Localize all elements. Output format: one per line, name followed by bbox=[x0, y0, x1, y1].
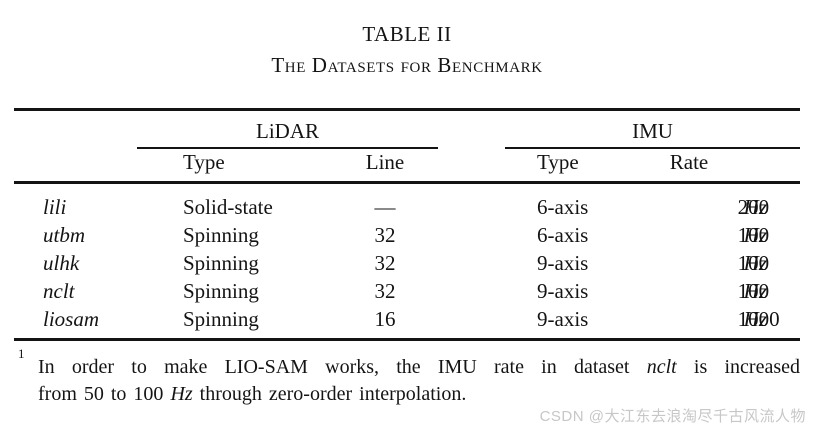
imu-rate-value: 200 bbox=[737, 195, 770, 219]
footnote-dataset-name: nclt bbox=[646, 356, 677, 378]
dataset-name: utbm bbox=[43, 223, 85, 247]
imu-rate-cell: 1000 Hz bbox=[624, 305, 780, 333]
group-header-lidar: LiDAR bbox=[256, 119, 319, 143]
imu-rate-value: 100 bbox=[737, 251, 770, 275]
dataset-name: nclt bbox=[43, 279, 75, 303]
footnote-text: is increased bbox=[676, 356, 800, 378]
imu-rate-unit: Hz bbox=[743, 279, 767, 303]
footnote-text: through zero-order interpolation. bbox=[192, 383, 467, 405]
table-caption-title: The Datasets for Benchmark bbox=[271, 53, 543, 77]
csdn-watermark: CSDN @大江东去浪淘尽千古风流人物 bbox=[539, 408, 806, 425]
table-caption-number: TABLE II bbox=[362, 22, 452, 46]
column-header-row: Type Line Type Rate bbox=[14, 148, 800, 176]
imu-type-cell: 9-axis bbox=[537, 251, 589, 275]
dataset-name: liosam bbox=[43, 307, 100, 331]
imu-group-underline bbox=[505, 147, 800, 149]
footnote-unit: Hz bbox=[170, 383, 193, 405]
imu-rate-cell: 200 Hz bbox=[624, 193, 770, 221]
header-imu-rate: Rate bbox=[669, 150, 709, 174]
imu-rate-unit: Hz bbox=[743, 223, 767, 247]
lidar-type-cell: Spinning bbox=[183, 307, 259, 331]
dataset-name: lili bbox=[43, 195, 67, 219]
footnote-text: In order to make LIO-SAM works, the IMU … bbox=[38, 356, 647, 378]
footnote-line-2: from 50 to 100 Hz through zero-order int… bbox=[38, 381, 466, 408]
dataset-name: ulhk bbox=[43, 251, 80, 275]
top-rule bbox=[14, 108, 800, 111]
column-group-header-row: LiDAR IMU bbox=[14, 117, 800, 145]
lidar-type-cell: Spinning bbox=[183, 251, 259, 275]
imu-type-cell: 9-axis bbox=[537, 307, 589, 331]
table-row: ulhk Spinning 32 9-axis 100 Hz bbox=[14, 249, 800, 277]
header-imu-type: Type bbox=[537, 150, 579, 174]
imu-rate-cell: 100 Hz bbox=[624, 221, 770, 249]
group-header-imu: IMU bbox=[632, 119, 673, 143]
imu-rate-value: 100 bbox=[737, 223, 770, 247]
bottom-rule bbox=[14, 338, 800, 341]
footnote-line-1: In order to make LIO-SAM works, the IMU … bbox=[38, 354, 800, 381]
imu-rate-value: 100 bbox=[737, 279, 770, 303]
lidar-group-underline bbox=[137, 147, 438, 149]
imu-rate-unit: Hz bbox=[743, 307, 767, 331]
header-lidar-type: Type bbox=[183, 150, 225, 174]
table-row: liosam Spinning 16 9-axis 1000 Hz bbox=[14, 305, 800, 333]
table-row: utbm Spinning 32 6-axis 100 Hz bbox=[14, 221, 800, 249]
imu-rate-unit: Hz bbox=[743, 195, 767, 219]
imu-type-cell: 6-axis bbox=[537, 223, 589, 247]
imu-rate-unit: Hz bbox=[743, 251, 767, 275]
lidar-type-cell: Spinning bbox=[183, 279, 259, 303]
footnote-marker: 1 bbox=[18, 346, 25, 361]
imu-rate-value: 1000 bbox=[737, 307, 780, 331]
lidar-type-cell: Solid-state bbox=[183, 195, 273, 219]
header-lidar-line: Line bbox=[365, 150, 405, 174]
table-row: nclt Spinning 32 9-axis 100 Hz bbox=[14, 277, 800, 305]
footnote-text: from 50 to 100 bbox=[38, 383, 171, 405]
lidar-line-cell: — bbox=[374, 195, 396, 219]
imu-type-cell: 6-axis bbox=[537, 195, 589, 219]
imu-rate-cell: 100 Hz bbox=[624, 277, 770, 305]
lidar-type-cell: Spinning bbox=[183, 223, 259, 247]
table-row: lili Solid-state — 6-axis 200 Hz bbox=[14, 193, 800, 221]
imu-rate-cell: 100 Hz bbox=[624, 249, 770, 277]
imu-type-cell: 9-axis bbox=[537, 279, 589, 303]
lidar-line-cell: 32 bbox=[374, 223, 396, 247]
lidar-line-cell: 32 bbox=[374, 279, 396, 303]
lidar-line-cell: 32 bbox=[374, 251, 396, 275]
header-rule bbox=[14, 181, 800, 184]
lidar-line-cell: 16 bbox=[374, 307, 396, 331]
